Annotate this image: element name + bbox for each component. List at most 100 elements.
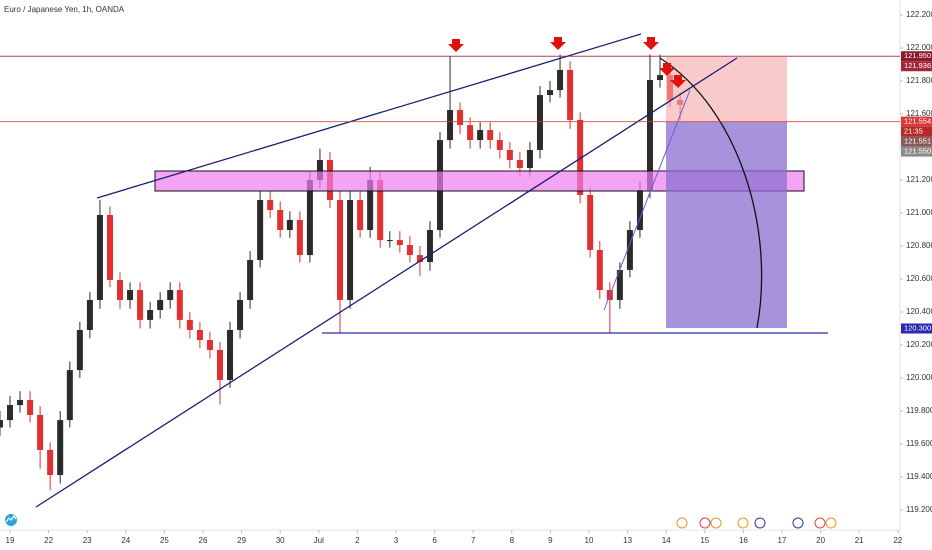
candle-body	[127, 290, 134, 300]
y-tick-label: 121.800	[906, 76, 932, 85]
price-badge	[901, 146, 932, 157]
x-tick-label: 15	[700, 536, 709, 545]
arrow	[550, 37, 566, 50]
event-icons	[676, 517, 837, 529]
candle-body	[577, 119, 584, 196]
x-tick-label: 17	[778, 536, 787, 545]
y-tick-label: 119.200	[906, 505, 932, 514]
candle-body	[516, 160, 523, 168]
y-tick-label: 120.400	[906, 307, 932, 316]
candle-body	[157, 299, 164, 311]
event-icon	[814, 517, 826, 529]
x-tick-label: 21	[855, 536, 864, 545]
candle-body	[176, 290, 183, 320]
price-badge	[901, 61, 932, 72]
candle-body	[467, 125, 474, 141]
price-badge-label: 120.300	[904, 323, 931, 332]
candle-body	[37, 414, 44, 450]
candle-body	[286, 219, 293, 230]
y-tick-label: 121.200	[906, 175, 932, 184]
candle-body	[227, 329, 234, 380]
x-tick-label: 23	[83, 536, 92, 545]
y-tick-label: 122.200	[906, 10, 932, 19]
candle-body	[96, 214, 103, 300]
event-icon	[737, 517, 749, 529]
event-icon	[710, 517, 722, 529]
candle-body	[17, 399, 24, 406]
candle-body	[616, 269, 623, 300]
x-tick-label: 14	[662, 536, 671, 545]
x-tick-label: 6	[432, 536, 437, 545]
x-tick-label: 20	[816, 536, 825, 545]
x-tick-label: 30	[276, 536, 285, 545]
candle-body	[487, 130, 494, 141]
event-icon	[825, 517, 837, 529]
candle-body	[396, 240, 403, 246]
candle-body	[496, 140, 503, 150]
candle-body	[47, 449, 54, 476]
candle-body	[367, 180, 374, 230]
candle-body	[557, 69, 564, 91]
wedge-upper-line	[96, 33, 642, 199]
candle-body	[426, 229, 433, 263]
event-icon	[754, 517, 766, 529]
arrows	[448, 37, 686, 88]
arrow	[659, 63, 675, 76]
y-tick-label: 120.000	[906, 373, 932, 382]
candle-body	[337, 199, 344, 300]
candle-body	[117, 279, 124, 300]
candle-body	[0, 420, 3, 428]
candle-body	[277, 210, 284, 230]
x-tick-label: 8	[510, 536, 515, 545]
event-icon	[792, 517, 804, 529]
price-axis-bg	[900, 0, 932, 550]
candle-body	[347, 199, 354, 300]
y-tick-label: 120.600	[906, 274, 932, 283]
x-tick-label: 10	[585, 536, 594, 545]
candle-body	[106, 214, 113, 280]
candle-body	[76, 329, 83, 371]
candle-body	[567, 69, 574, 120]
candle-body	[216, 349, 223, 380]
candle-body	[636, 190, 643, 230]
y-tick-label: 120.200	[906, 340, 932, 349]
y-tick-label: 121.000	[906, 208, 932, 217]
price-badge-label: 121.551	[904, 137, 931, 146]
stop-zone	[666, 122, 787, 328]
candle-body	[167, 290, 174, 300]
candle-body	[137, 290, 144, 320]
y-tick-label: 119.400	[906, 472, 932, 481]
x-tick-label: 16	[739, 536, 748, 545]
price-badge	[901, 126, 932, 137]
event-icon	[676, 517, 688, 529]
candle-body	[237, 299, 244, 330]
drawings	[35, 33, 828, 508]
candle-body	[377, 180, 384, 241]
candle-body	[186, 319, 193, 330]
rising-trendline	[603, 89, 691, 311]
candle-body	[646, 80, 653, 191]
chart-title: Euro / Japanese Yen, 1h, OANDA	[4, 5, 125, 14]
candle-body	[547, 90, 554, 96]
candle-body	[657, 75, 664, 81]
arrow	[643, 37, 659, 50]
candle-body	[316, 160, 323, 180]
candle-body	[357, 199, 364, 230]
logo-mark	[5, 514, 17, 523]
x-tick-label: 3	[394, 536, 399, 545]
candle-body	[447, 110, 454, 141]
candle-body	[257, 199, 264, 261]
x-tick-label: 24	[121, 536, 130, 545]
arrow	[448, 39, 464, 52]
price-badge-label: 121.936	[904, 61, 931, 70]
y-tick-label: 120.800	[906, 241, 932, 250]
x-tick-label: 26	[199, 536, 208, 545]
candle-body	[57, 420, 64, 476]
candle-body	[27, 399, 34, 415]
candle-body	[406, 245, 413, 256]
y-tick-label: 119.600	[906, 439, 932, 448]
candle-body	[206, 340, 213, 350]
x-tick-label: Jul	[314, 536, 324, 545]
candle-body	[267, 199, 274, 211]
